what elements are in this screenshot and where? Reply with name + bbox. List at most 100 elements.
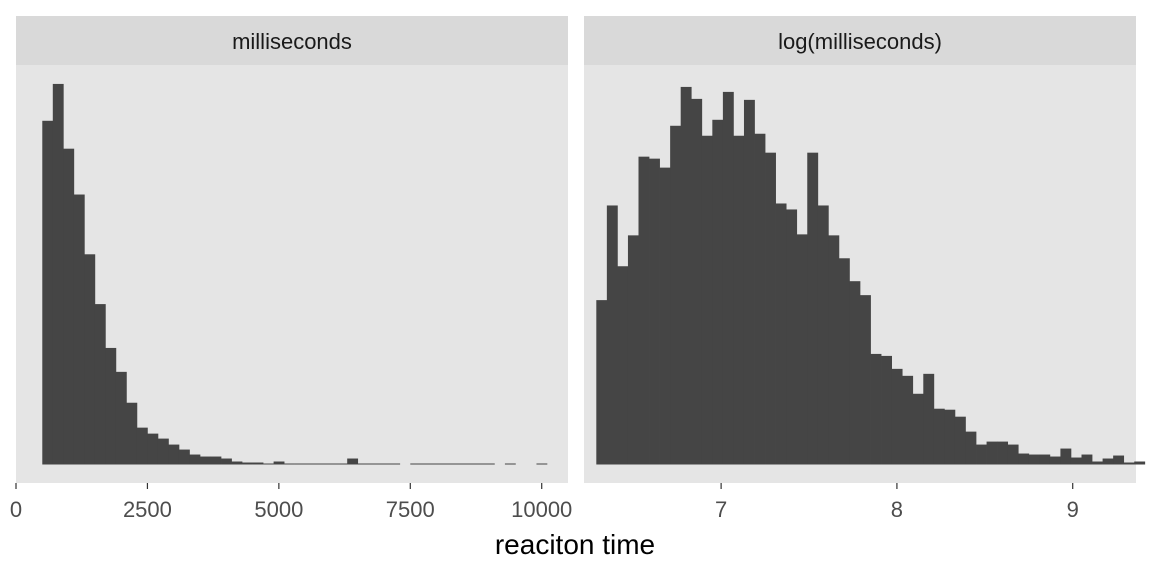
x-tick-label: 7500 bbox=[386, 497, 435, 522]
histogram-bar bbox=[242, 462, 253, 465]
histogram-bar bbox=[210, 456, 222, 465]
histogram-bar bbox=[680, 86, 692, 465]
histogram-bar bbox=[200, 456, 211, 465]
histogram-bar bbox=[63, 148, 75, 465]
histogram-bars bbox=[42, 83, 548, 465]
histogram-bar bbox=[638, 156, 650, 465]
histogram-bar bbox=[94, 304, 106, 465]
histogram-bar bbox=[368, 463, 380, 465]
histogram-bar bbox=[817, 205, 829, 465]
histogram-bar bbox=[1113, 455, 1125, 465]
x-tick-label: 5000 bbox=[254, 497, 303, 522]
histogram-bar bbox=[357, 463, 369, 465]
histogram-bar bbox=[606, 205, 618, 465]
histogram-bar bbox=[838, 258, 850, 465]
histogram-bar bbox=[1092, 461, 1103, 465]
histogram-bar bbox=[891, 368, 903, 465]
histogram-bar bbox=[136, 427, 148, 465]
x-tick-label: 7 bbox=[715, 497, 727, 522]
x-tick-label: 10000 bbox=[511, 497, 572, 522]
histogram-bar bbox=[1018, 453, 1030, 465]
histogram-bar bbox=[252, 462, 264, 465]
histogram-bar bbox=[902, 375, 914, 465]
facet-strip bbox=[16, 16, 568, 65]
x-tick-label: 0 bbox=[10, 497, 22, 522]
histogram-bar bbox=[305, 463, 316, 465]
histogram-bar bbox=[84, 254, 96, 465]
histogram-bar bbox=[596, 300, 608, 465]
histogram-bar bbox=[997, 441, 1009, 465]
histogram-bar bbox=[115, 371, 127, 465]
histogram-bar bbox=[912, 393, 924, 465]
x-tick-label: 8 bbox=[891, 497, 903, 522]
histogram-bar bbox=[1134, 461, 1146, 465]
histogram-bar bbox=[712, 119, 724, 465]
histogram-bar bbox=[649, 158, 660, 465]
histogram-bar bbox=[73, 194, 85, 465]
histogram-bar bbox=[126, 402, 138, 465]
histogram-bar bbox=[933, 408, 945, 465]
histogram-bar bbox=[659, 167, 671, 465]
histogram-bar bbox=[378, 463, 390, 465]
histogram-bar bbox=[722, 91, 734, 465]
x-tick-label: 2500 bbox=[123, 497, 172, 522]
histogram-bar bbox=[881, 355, 892, 465]
facet-panel-1: milliseconds 0 2500 5000 7500 10000 bbox=[10, 16, 572, 522]
histogram-bar bbox=[336, 463, 348, 465]
histogram-bar bbox=[420, 463, 432, 465]
histogram-bar bbox=[147, 433, 159, 465]
histogram-bar bbox=[105, 347, 117, 465]
histogram-bar bbox=[691, 98, 703, 465]
histogram-bar bbox=[231, 461, 243, 465]
histogram-bar bbox=[617, 266, 629, 465]
histogram-bar bbox=[452, 463, 464, 465]
histogram-bars bbox=[596, 86, 1146, 465]
histogram-bar bbox=[807, 152, 819, 465]
histogram-bar bbox=[504, 463, 516, 465]
histogram-bar bbox=[473, 463, 485, 465]
histogram-bar bbox=[536, 463, 548, 465]
histogram-bar bbox=[828, 235, 840, 465]
histogram-bar bbox=[1060, 448, 1072, 465]
histogram-bar bbox=[347, 458, 359, 465]
histogram-bar bbox=[796, 234, 808, 465]
x-axis-title: reaciton time bbox=[495, 529, 655, 560]
histogram-bar bbox=[189, 454, 201, 465]
histogram-bar bbox=[954, 416, 966, 465]
histogram-bar bbox=[157, 438, 169, 465]
histogram-bar bbox=[1039, 454, 1051, 465]
histogram-bar bbox=[284, 463, 295, 465]
histogram-bar bbox=[410, 463, 422, 465]
histogram-bar bbox=[389, 463, 401, 465]
histogram-bar bbox=[1081, 454, 1093, 465]
histogram-bar bbox=[462, 463, 474, 465]
histogram-bar bbox=[1049, 456, 1061, 465]
histogram-bar bbox=[52, 83, 64, 465]
histogram-bar bbox=[483, 463, 495, 465]
histogram-bar bbox=[1007, 444, 1019, 465]
histogram-bar bbox=[743, 99, 755, 465]
histogram-bar bbox=[870, 353, 882, 465]
histogram-bar bbox=[168, 444, 180, 465]
histogram-bar bbox=[263, 463, 274, 465]
histogram-bar bbox=[627, 235, 639, 465]
histogram-bar bbox=[1070, 457, 1082, 465]
histogram-bar bbox=[765, 152, 776, 465]
histogram-bar bbox=[670, 125, 682, 465]
histogram-bar bbox=[1102, 458, 1114, 465]
histogram-bar bbox=[860, 295, 871, 465]
histogram-bar bbox=[986, 441, 998, 465]
facet-strip bbox=[584, 16, 1136, 65]
histogram-bar bbox=[976, 444, 987, 465]
histogram-bar bbox=[1123, 462, 1135, 465]
histogram-bar bbox=[754, 133, 766, 465]
histogram-bar bbox=[273, 461, 285, 465]
histogram-bar bbox=[1028, 454, 1040, 465]
histogram-bar bbox=[294, 463, 306, 465]
histogram-bar bbox=[733, 135, 745, 465]
histogram-bar bbox=[701, 135, 713, 465]
histogram-bar bbox=[441, 463, 453, 465]
facet-strip-label: milliseconds bbox=[232, 29, 352, 54]
facet-panel-2: log(milliseconds) 7 8 9 bbox=[584, 16, 1146, 522]
